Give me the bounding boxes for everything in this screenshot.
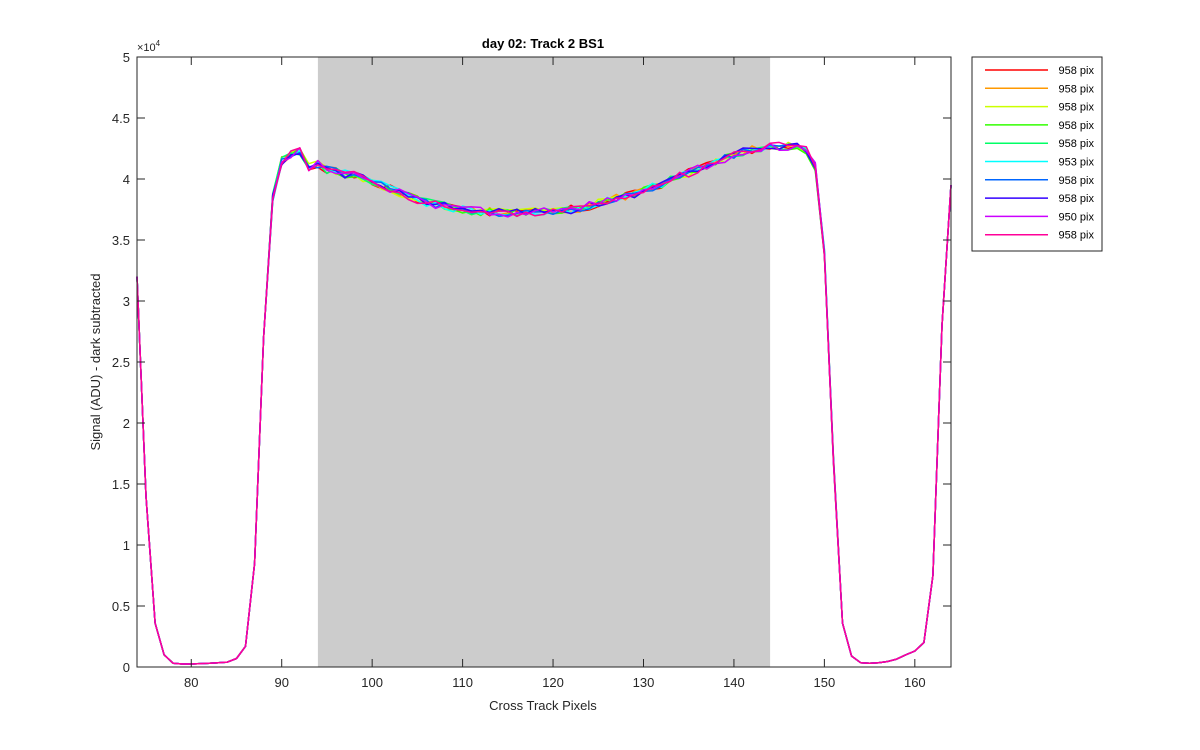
- legend-label: 958 pix: [1059, 83, 1095, 95]
- y-tick-label: 4: [123, 172, 130, 187]
- chart-title: day 02: Track 2 BS1: [482, 36, 604, 51]
- y-axis-label: Signal (ADU) - dark subtracted: [88, 273, 103, 450]
- x-axis-label: Cross Track Pixels: [489, 698, 597, 713]
- legend-label: 958 pix: [1059, 102, 1095, 114]
- legend: 958 pix 958 pix 958 pix 958 pix 958 pix 953 p…: [971, 56, 1103, 252]
- y-tick-label: 0: [123, 660, 130, 675]
- y-tick-label: 1: [123, 538, 130, 553]
- y-tick-label: 4.5: [112, 111, 130, 126]
- x-tick-label: 120: [542, 675, 564, 690]
- y-tick-label: 3.5: [112, 233, 130, 248]
- legend-label: 950 pix: [1059, 211, 1095, 223]
- x-tick-label: 160: [904, 675, 926, 690]
- shaded-region: [317, 57, 771, 667]
- series-line: [136, 141, 952, 665]
- y-tick-label: 0.5: [112, 599, 130, 614]
- x-tick-label: 110: [452, 675, 473, 690]
- x-tick-label: 90: [274, 675, 288, 690]
- legend-box: [971, 56, 1103, 252]
- legend-label: 958 pix: [1059, 138, 1095, 150]
- y-tick-label: 2: [123, 416, 130, 431]
- x-tick-label: 80: [184, 675, 198, 690]
- y-tick-label: 1.5: [112, 477, 130, 492]
- legend-label: 958 pix: [1059, 230, 1095, 242]
- legend-label: 958 pix: [1059, 193, 1095, 205]
- legend-label: 953 pix: [1059, 157, 1095, 169]
- y-axis-exponent-power: 4: [156, 39, 161, 48]
- x-tick-label: 140: [723, 675, 745, 690]
- axes: 80 90 100 110 120 130 140 150 160 0 0.5 1 1.5 2 2.5 3 3.…: [112, 50, 952, 690]
- plot-area: [136, 57, 952, 667]
- y-tick-label: 2.5: [112, 355, 130, 370]
- y-tick-label: 3: [123, 294, 130, 309]
- y-axis-exponent: ×104: [137, 39, 161, 54]
- x-tick-label: 100: [361, 675, 383, 690]
- legend-label: 958 pix: [1059, 65, 1095, 77]
- y-axis-exponent-base: ×10: [137, 42, 156, 54]
- y-tick-label: 5: [123, 50, 130, 65]
- legend-label: 958 pix: [1059, 120, 1095, 132]
- x-tick-label: 130: [633, 675, 655, 690]
- legend-label: 958 pix: [1059, 175, 1095, 187]
- x-tick-label: 150: [814, 675, 836, 690]
